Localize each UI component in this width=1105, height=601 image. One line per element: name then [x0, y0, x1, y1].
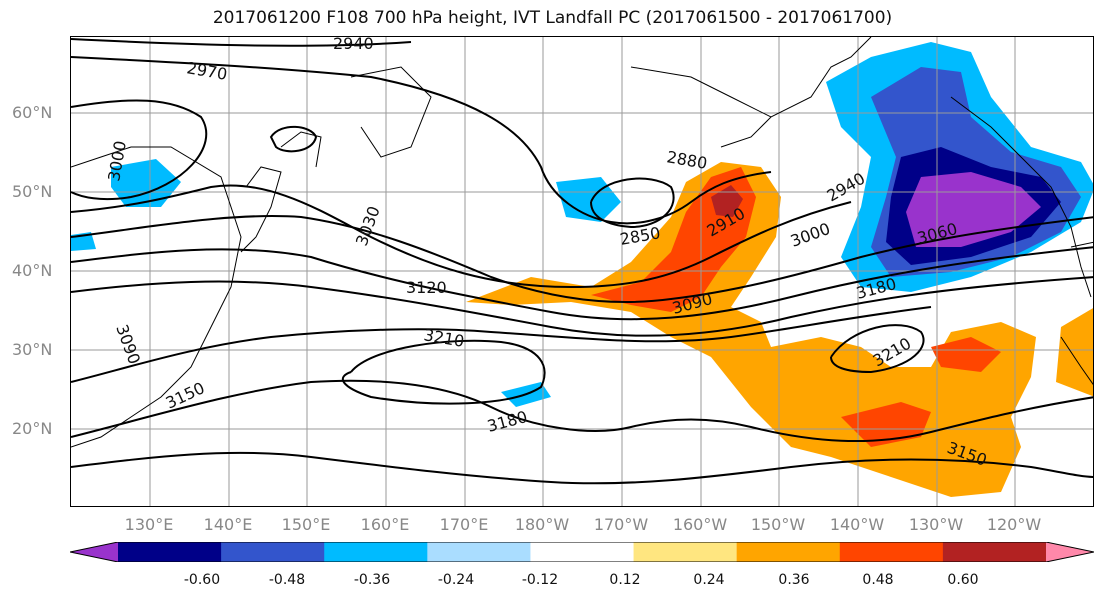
contour-label-2940a: 2940	[333, 37, 374, 53]
lon-label-150e: 150°E	[281, 515, 331, 534]
colorbar-segment	[427, 542, 531, 562]
colorbar-tick-012: 0.12	[609, 572, 641, 588]
map-title: 2017061200 F108 700 hPa height, IVT Land…	[212, 8, 893, 28]
colorbar-segment	[70, 542, 118, 562]
height-contours	[71, 38, 1093, 485]
graticule	[71, 37, 1093, 506]
colorbar-svg	[69, 541, 1095, 563]
lon-label-180w: 180°W	[514, 515, 570, 534]
lon-label-160e: 160°E	[360, 515, 410, 534]
colorbar-segment	[942, 542, 1047, 562]
colorbar-tick-036: 0.36	[778, 572, 810, 588]
colorbar-tick-neg060: -0.60	[183, 572, 221, 588]
contour-label-3090a: 3090	[112, 322, 144, 367]
contour-label-2880: 2880	[665, 147, 708, 173]
colorbar-tick-024: 0.24	[693, 572, 725, 588]
lon-label-130w: 130°W	[908, 515, 964, 534]
positive-region-coast	[1056, 308, 1093, 397]
lat-label-20n: 20°N	[12, 419, 53, 438]
colorbar-segment	[839, 542, 944, 562]
contour-label-2940b: 2940	[824, 169, 869, 206]
colorbar-segment	[1046, 542, 1094, 562]
contour-label-2970: 2970	[185, 58, 228, 84]
lon-label-160w: 160°W	[672, 515, 728, 534]
colorbar-tick-neg012: -0.12	[521, 572, 559, 588]
coastlines	[71, 37, 1093, 448]
colorbar-tick-048: 0.48	[862, 572, 894, 588]
colorbar-segment	[633, 542, 738, 562]
lat-label-50n: 50°N	[12, 182, 53, 201]
lon-label-170w: 170°W	[593, 515, 649, 534]
colorbar-segment	[530, 542, 635, 562]
lat-label-40n: 40°N	[12, 261, 53, 280]
contour-label-3210b: 3210	[870, 334, 915, 371]
max-positive-region	[711, 185, 743, 217]
colorbar-tick-neg024: -0.24	[437, 572, 475, 588]
lat-label-30n: 30°N	[12, 340, 53, 359]
lon-label-130e: 130°E	[124, 515, 174, 534]
lat-label-60n: 60°N	[12, 103, 53, 122]
lon-label-140w: 140°W	[829, 515, 885, 534]
map-panel: 2940 2970 3000 3030 3090 3120 3150 3180 …	[70, 36, 1094, 507]
positive-region-east	[931, 337, 1001, 372]
lon-label-150w: 150°W	[750, 515, 806, 534]
colorbar-segment	[221, 542, 325, 562]
map-svg: 2940 2970 3000 3030 3090 3120 3150 3180 …	[71, 37, 1093, 506]
contour-label-3180a: 3180	[485, 407, 529, 436]
contour-label-3000b: 3000	[788, 219, 833, 251]
lon-label-170e: 170°E	[439, 515, 489, 534]
colorbar-tick-neg036: -0.36	[353, 572, 391, 588]
contour-label-3120: 3120	[406, 278, 447, 297]
negative-patch-west	[111, 159, 181, 207]
lon-label-120w: 120°W	[986, 515, 1042, 534]
colorbar-segment	[324, 542, 428, 562]
colorbar-tick-neg048: -0.48	[268, 572, 306, 588]
colorbar-segment	[118, 542, 222, 562]
colorbar	[69, 541, 1095, 563]
lon-label-140e: 140°E	[203, 515, 253, 534]
colorbar-tick-060: 0.60	[947, 572, 979, 588]
colorbar-segment	[736, 542, 841, 562]
